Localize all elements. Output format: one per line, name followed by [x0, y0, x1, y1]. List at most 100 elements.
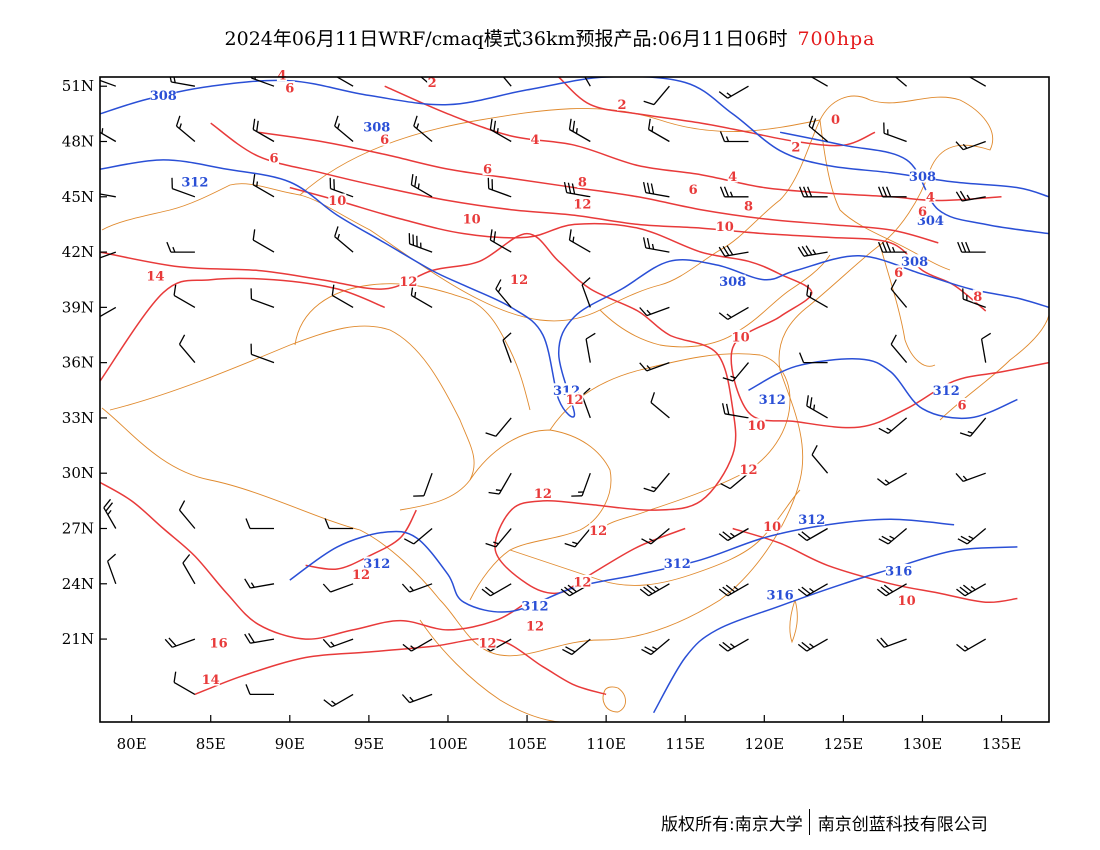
wind-barb — [957, 241, 986, 253]
temperature-contour-label: 8 — [744, 200, 753, 215]
height-contour-308 — [100, 77, 1049, 198]
contour-label-bg — [462, 211, 481, 225]
wind-barb — [639, 306, 670, 317]
wind-barb — [639, 583, 670, 597]
wind-barb — [641, 528, 670, 545]
temperature-contour-label: 6 — [894, 266, 903, 281]
height-contour-312 — [748, 358, 1018, 420]
wind-barb — [894, 77, 908, 87]
contour-label-bg — [664, 556, 691, 570]
temperature-contour-6 — [258, 131, 939, 244]
wind-barb — [100, 193, 116, 198]
wind-barb — [252, 118, 275, 143]
contour-label-bg — [269, 151, 279, 165]
wind-barb — [642, 237, 670, 253]
contour-label-bg — [957, 398, 967, 411]
wind-barb — [957, 528, 987, 545]
x-tick-label: 115E — [665, 735, 705, 753]
wind-barb — [502, 77, 512, 87]
height-contour-label: 312 — [664, 557, 691, 572]
wind-barb — [876, 583, 907, 597]
contour-label-bg — [901, 254, 928, 268]
temperature-contour-label: 6 — [918, 205, 927, 220]
wind-barb — [808, 115, 829, 142]
wind-barb — [806, 284, 828, 308]
contour-label-bg — [146, 269, 165, 282]
height-contour-label: 308 — [150, 89, 177, 104]
contour-label-bg — [284, 81, 295, 95]
temperature-contour-label: 10 — [732, 330, 750, 345]
temperature-contour-label: 8 — [578, 176, 587, 191]
japan-outline — [939, 314, 1049, 421]
height-contour-label: 308 — [719, 275, 746, 290]
temperature-contour-label: 12 — [589, 524, 607, 539]
temperature-contour-12 — [100, 232, 737, 595]
contour-label-bg — [727, 169, 738, 183]
wind-barb — [722, 362, 749, 382]
mongolia-outline — [299, 108, 821, 196]
contour-label-bg — [617, 97, 627, 111]
wind-barb — [489, 229, 512, 253]
x-tick-label: 120E — [745, 735, 785, 753]
height-contour-label: 316 — [885, 564, 912, 579]
wind-barb — [584, 77, 591, 87]
temperature-contour-label: 4 — [530, 133, 539, 148]
wind-barb — [173, 284, 196, 308]
wind-barb — [568, 229, 591, 253]
taiwan-outline — [789, 599, 798, 644]
wind-barb — [797, 527, 828, 542]
copyright-text: 版权所有:南京大学 — [661, 814, 803, 835]
x-tick-label: 130E — [903, 735, 943, 753]
y-tick-label: 42N — [62, 243, 94, 261]
wind-barb — [250, 288, 275, 309]
contour-label-bg — [715, 219, 734, 233]
y-tick-label: 48N — [62, 133, 94, 151]
y-tick-label: 27N — [62, 520, 94, 538]
contour-label-bg — [181, 175, 208, 188]
temperature-contour-label: 10 — [463, 212, 481, 227]
wind-barb — [322, 583, 354, 593]
height-contour-label: 312 — [521, 599, 548, 614]
wind-barb — [245, 518, 274, 530]
wind-barb — [647, 118, 670, 143]
contour-label-bg — [427, 75, 438, 89]
wind-barb — [413, 472, 433, 497]
contour-label-bg — [759, 392, 786, 406]
contour-label-bg — [972, 289, 983, 303]
wind-barb — [718, 583, 749, 597]
wind-barb — [956, 638, 987, 652]
wind-barb — [806, 395, 828, 419]
contour-label-bg — [328, 193, 347, 207]
map-title: 2024年06月11日WRF/cmaq模式36km预报产品:06月11日06时 7… — [0, 24, 1100, 51]
contour-label-bg — [363, 556, 390, 570]
temperature-contour-label: 6 — [380, 133, 389, 148]
y-tick-label: 24N — [62, 575, 94, 593]
contour-label-bg — [276, 68, 287, 82]
contour-label-bg — [893, 265, 904, 279]
wind-barb — [650, 392, 670, 419]
wind-barb — [502, 332, 512, 363]
province-central-outline — [549, 353, 791, 531]
wind-barb — [876, 637, 907, 648]
wind-barb — [487, 177, 512, 198]
wind-barb — [797, 638, 828, 652]
height-contour-label: 312 — [798, 513, 825, 528]
title-main: 2024年06月11日WRF/cmaq模式36km预报产品:06月11日06时 — [224, 28, 788, 50]
contour-label-bg — [739, 462, 758, 476]
contour-label-bg — [933, 383, 960, 397]
height-contour-label: 308 — [363, 120, 390, 135]
wind-barb — [641, 638, 670, 656]
x-tick-label: 125E — [824, 735, 864, 753]
contour-label-bg — [565, 392, 584, 406]
wind-barb — [810, 77, 828, 87]
wind-barb — [718, 638, 749, 652]
temperature-contour-label: 8 — [973, 290, 982, 305]
temperature-contour-label: 6 — [689, 183, 698, 198]
wind-barb — [883, 122, 907, 143]
wind-barb — [720, 472, 749, 490]
wind-barb — [878, 528, 908, 545]
contour-label-bg — [478, 635, 497, 649]
footer: 版权所有:南京大学 南京创蓝科技有限公司 — [661, 809, 988, 835]
contour-label-bg — [363, 119, 390, 133]
wind-barb — [643, 472, 670, 493]
